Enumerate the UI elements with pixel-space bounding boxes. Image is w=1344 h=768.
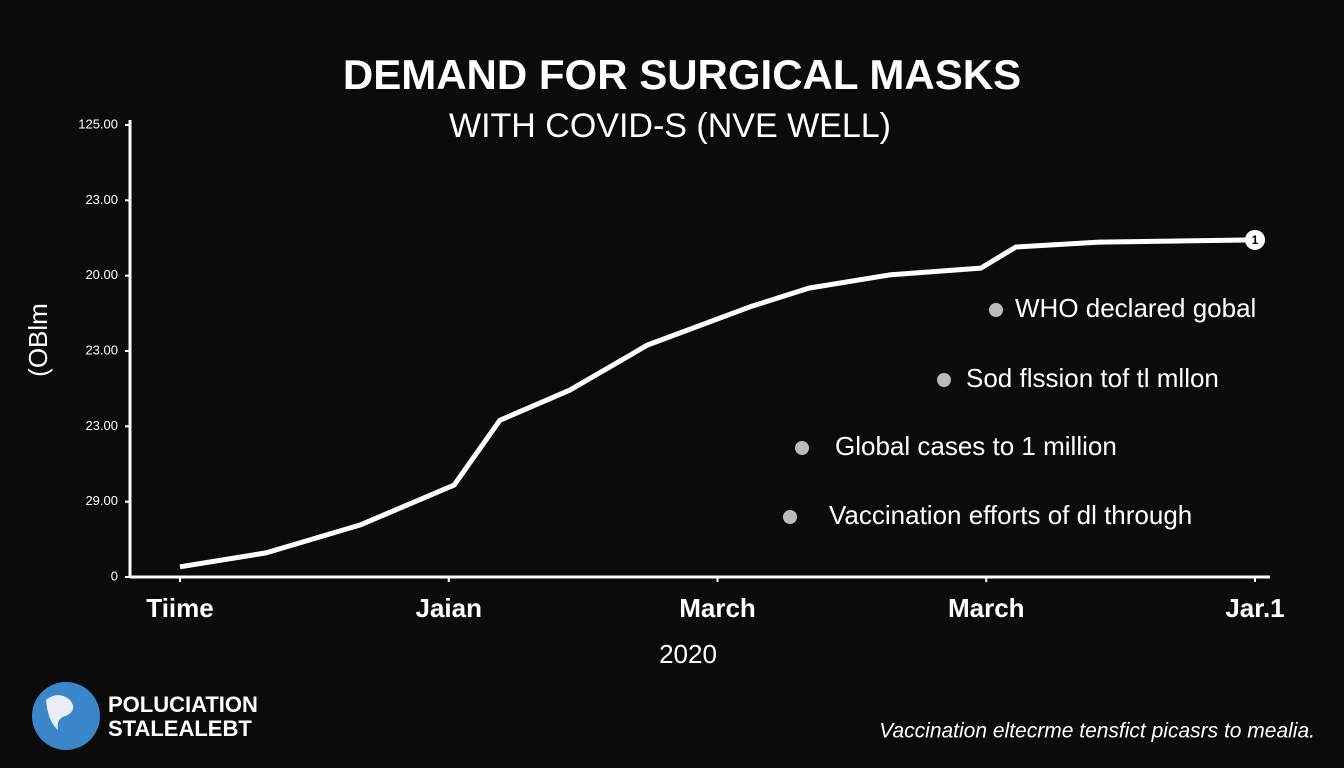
annotation: Vaccination efforts of dl through <box>829 500 1192 530</box>
x-tick-label: Jar.1 <box>1225 593 1284 623</box>
logo-text: POLUCIATION <box>108 692 258 717</box>
annotation-dot <box>989 303 1003 317</box>
end-marker-label: 1 <box>1252 233 1259 247</box>
logo: POLUCIATION STALEALEBT <box>32 682 258 750</box>
y-tick-label: 0 <box>111 568 118 583</box>
y-tick-label: 23.00 <box>85 418 118 433</box>
y-tick-label: 20.00 <box>85 267 118 282</box>
annotation-dot <box>937 373 951 387</box>
logo-text: STALEALEBT <box>108 716 252 741</box>
x-tick-label: March <box>679 593 756 623</box>
y-tick-label: 125.00 <box>78 116 118 131</box>
annotation: Sod flssion tof tl mllon <box>966 363 1219 393</box>
annotation: Global cases to 1 million <box>835 431 1117 461</box>
y-tick-label: 29.00 <box>85 493 118 508</box>
footer: Vaccination eltecrme tensfict picasrs to… <box>879 720 1315 743</box>
chart-title: DEMAND FOR SURGICAL MASKS <box>343 51 1021 98</box>
end-marker <box>1245 229 1265 250</box>
x-tick-label: Tiime <box>146 593 213 623</box>
chart-subtitle: WITH COVID-S (NVE WELL) <box>449 107 891 145</box>
data-line <box>179 237 1256 570</box>
y-tick-label: 23.00 <box>85 342 118 357</box>
annotation-dot <box>795 441 809 455</box>
y-tick-label: 23.00 <box>85 192 118 207</box>
x-tick-label: Jaian <box>416 593 483 623</box>
y-axis-label: (OBlm <box>23 303 53 377</box>
x-tick-label: March <box>948 593 1025 623</box>
logo-land <box>46 695 74 730</box>
annotation: WHO declared gobal <box>1015 293 1256 323</box>
annotation-dot <box>783 510 797 524</box>
x-axis-label: 2020 <box>659 639 717 669</box>
